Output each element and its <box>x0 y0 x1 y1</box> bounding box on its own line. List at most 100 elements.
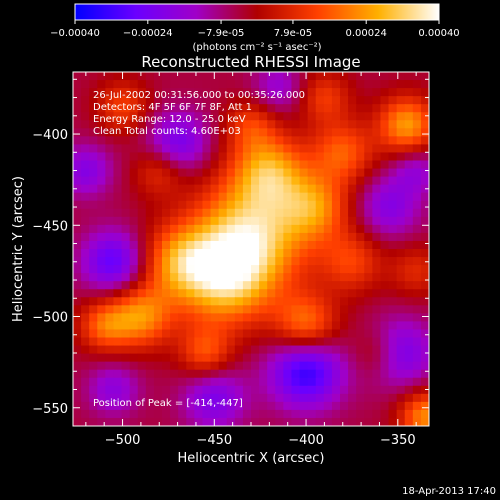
heatmap-cell <box>404 401 414 411</box>
heatmap-cell <box>81 232 90 242</box>
heatmap-cell <box>291 329 301 339</box>
heatmap-cell <box>420 305 429 314</box>
heatmap-cell <box>129 273 139 282</box>
heatmap-cell <box>396 273 406 282</box>
heatmap-cell <box>420 257 429 266</box>
heatmap-cell <box>307 345 317 355</box>
heatmap-cell <box>153 337 163 347</box>
heatmap-cell <box>275 345 284 355</box>
heatmap-cell <box>420 265 429 274</box>
heatmap-cell <box>170 273 179 282</box>
heatmap-cell <box>113 281 123 290</box>
heatmap-cell <box>404 313 414 323</box>
heatmap-cell <box>275 88 284 97</box>
heatmap-cell <box>242 128 252 137</box>
heatmap-cell <box>145 313 155 323</box>
heatmap-cell <box>137 240 147 250</box>
heatmap-cell <box>315 224 325 234</box>
heatmap-cell <box>73 224 82 234</box>
heatmap-cell <box>340 216 349 226</box>
heatmap-cell <box>364 353 373 363</box>
heatmap-cell <box>291 313 301 323</box>
heatmap-cell <box>291 128 301 137</box>
heatmap-cell <box>275 265 284 274</box>
heatmap-cell <box>364 80 373 89</box>
heatmap-cell <box>267 265 276 274</box>
heatmap-cell <box>275 297 284 306</box>
heatmap-cell <box>348 393 357 403</box>
heatmap-cell <box>105 192 115 202</box>
heatmap-cell <box>113 176 123 186</box>
heatmap-cell <box>420 200 429 210</box>
heatmap-cell <box>137 417 147 426</box>
heatmap-cell <box>73 257 82 266</box>
heatmap-cell <box>380 273 390 282</box>
heatmap-cell <box>129 224 139 234</box>
heatmap-cell <box>89 249 98 258</box>
heatmap-cell <box>210 80 220 89</box>
heatmap-cell <box>299 417 309 426</box>
heatmap-cell <box>186 232 195 242</box>
heatmap-cell <box>372 104 382 113</box>
heatmap-cell <box>259 313 268 323</box>
heatmap-cell <box>315 144 325 154</box>
heatmap-cell <box>194 393 204 403</box>
heatmap-cell <box>251 385 260 395</box>
heatmap-cell <box>210 249 220 258</box>
heatmap-cell <box>364 249 373 258</box>
x-axis-label: Heliocentric X (arcsec) <box>178 451 325 466</box>
heatmap-cell <box>242 417 252 426</box>
heatmap-cell <box>178 385 187 395</box>
heatmap-cell <box>396 136 406 146</box>
heatmap-cell <box>218 208 228 218</box>
heatmap-cell <box>113 80 123 89</box>
heatmap-cell <box>283 216 293 226</box>
heatmap-cell <box>259 401 268 411</box>
heatmap-cell <box>412 321 422 331</box>
heatmap-cell <box>291 176 301 186</box>
heatmap-cell <box>113 305 123 314</box>
heatmap-cell <box>323 72 333 81</box>
heatmap-cell <box>372 369 382 379</box>
heatmap-cell <box>210 224 220 234</box>
heatmap-cell <box>113 249 123 258</box>
heatmap-cell <box>81 120 90 129</box>
heatmap-cell <box>210 72 220 81</box>
heatmap-cell <box>218 289 228 298</box>
heatmap-cell <box>388 249 398 258</box>
heatmap-cell <box>242 265 252 274</box>
heatmap-cell <box>323 240 333 250</box>
heatmap-cell <box>388 393 398 403</box>
heatmap-cell <box>275 385 284 395</box>
heatmap-cell <box>420 184 429 194</box>
heatmap-cell <box>234 120 244 129</box>
heatmap-cell <box>267 353 276 363</box>
heatmap-cell <box>145 152 155 162</box>
heatmap-cell <box>73 385 82 395</box>
heatmap-cell <box>202 401 212 411</box>
heatmap-cell <box>307 224 317 234</box>
heatmap-cell <box>105 80 115 89</box>
heatmap-cell <box>412 265 422 274</box>
heatmap-cell <box>259 305 268 314</box>
heatmap-cell <box>81 224 90 234</box>
heatmap-cell <box>121 257 131 266</box>
heatmap-cell <box>97 72 106 81</box>
heatmap-cell <box>170 192 179 202</box>
heatmap-cell <box>388 216 398 226</box>
heatmap-cell <box>331 184 341 194</box>
heatmap-cell <box>162 329 171 339</box>
heatmap-cell <box>396 184 406 194</box>
heatmap-cell <box>170 393 179 403</box>
heatmap-cell <box>299 353 309 363</box>
heatmap-cell <box>137 377 147 387</box>
heatmap-cell <box>299 240 309 250</box>
heatmap-cell <box>356 321 365 331</box>
heatmap-cell <box>412 160 422 170</box>
heatmap-cell <box>315 208 325 218</box>
heatmap-cell <box>242 208 252 218</box>
heatmap-cell <box>380 369 390 379</box>
heatmap-cell <box>275 321 284 331</box>
heatmap-cell <box>137 329 147 339</box>
heatmap-cell <box>267 337 276 347</box>
